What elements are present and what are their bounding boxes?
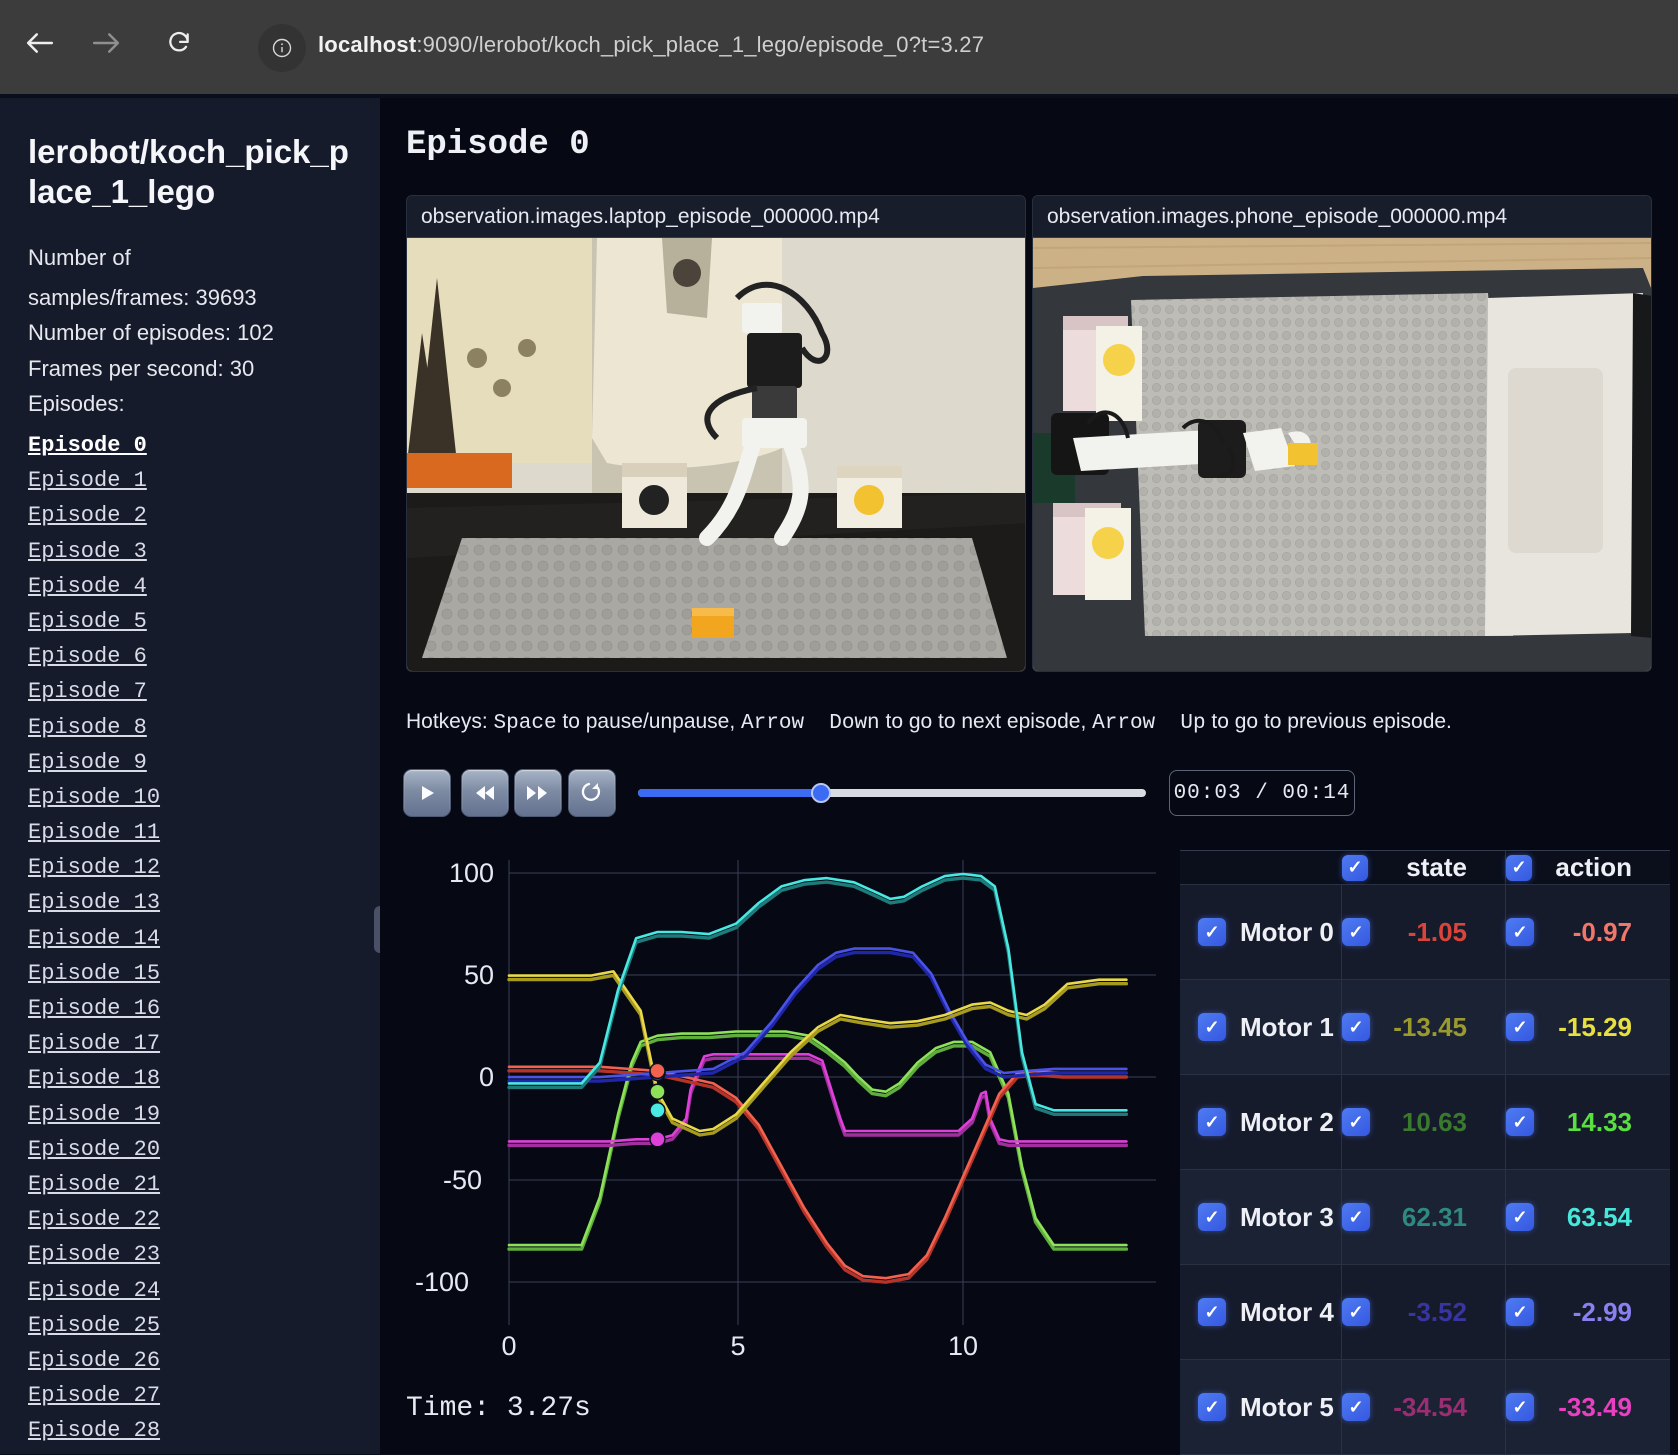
svg-text:5: 5 [730, 1331, 745, 1361]
svg-text:50: 50 [464, 960, 494, 990]
svg-text:10: 10 [948, 1331, 978, 1361]
svg-text:100: 100 [449, 858, 494, 888]
svg-text:0: 0 [501, 1331, 516, 1361]
svg-text:0: 0 [479, 1062, 494, 1092]
svg-text:-100: -100 [415, 1267, 469, 1297]
svg-text:-50: -50 [443, 1165, 482, 1195]
